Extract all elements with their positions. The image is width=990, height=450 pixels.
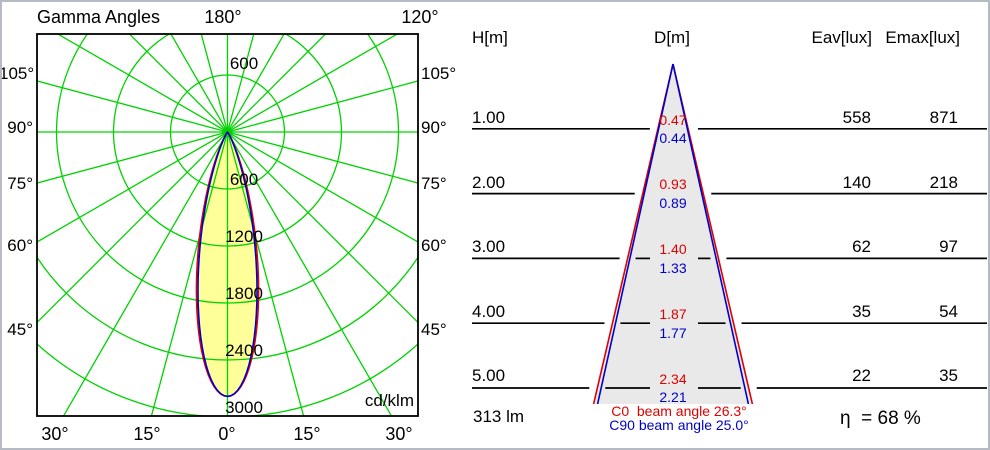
cone-edge-left-c90 — [596, 63, 674, 405]
gamma-label-left-60: 60° — [7, 236, 33, 255]
row-5-height: 5.00 — [472, 366, 506, 385]
gamma-label-right-60: 60° — [421, 236, 447, 255]
col-header-d: D[m] — [654, 28, 690, 47]
gamma-label-left-75: 75° — [7, 174, 33, 193]
intensity-curve-c90 — [197, 131, 258, 398]
ring-label-1800: 1800 — [225, 284, 263, 303]
luminous-flux-value: 313 lm — [473, 407, 525, 426]
row-3-d-c0: 1.40 — [659, 241, 687, 257]
gamma-label-120: 120° — [401, 7, 439, 27]
row-2-d-c90: 0.89 — [659, 195, 687, 211]
gamma-label-bottom-0: 0° — [218, 424, 236, 444]
col-header-h: H[m] — [472, 28, 508, 47]
ring-label-3000: 3000 — [225, 398, 263, 417]
row-4-d-c90: 1.77 — [659, 325, 687, 341]
gamma-label-bottom-15l: 15° — [133, 424, 161, 444]
ring-label-2400: 2400 — [225, 341, 263, 360]
gamma-label-left-90: 90° — [7, 118, 33, 137]
row-4-height: 4.00 — [472, 302, 506, 321]
row-5-eav: 22 — [852, 366, 871, 385]
row-2-d-c0: 0.93 — [659, 176, 687, 192]
c90-beam-angle-label: C90 beam angle 25.0° — [609, 417, 749, 433]
row-4-eav: 35 — [852, 302, 871, 321]
row-2-height: 2.00 — [472, 173, 506, 192]
unit-label-cd-klm: cd/klm — [364, 391, 414, 410]
gamma-label-left-45: 45° — [7, 320, 33, 339]
row-1-d-c90: 0.44 — [659, 130, 687, 146]
gamma-label-right-105: 105° — [421, 64, 457, 83]
row-3-d-c90: 1.33 — [659, 260, 687, 276]
ring-label-600-top: 600 — [229, 54, 259, 73]
polar-plot-area — [37, 34, 418, 416]
gamma-label-right-90: 90° — [421, 118, 447, 137]
ring-label-600: 600 — [229, 170, 259, 189]
ring-label-1200: 1200 — [225, 227, 263, 246]
row-5-d-c90: 2.21 — [659, 389, 687, 405]
row-5-emax: 35 — [939, 366, 958, 385]
row-1-height: 1.00 — [472, 108, 506, 127]
gamma-label-bottom-30r: 30° — [385, 424, 413, 444]
row-3-eav: 62 — [852, 237, 871, 256]
row-4-d-c0: 1.87 — [659, 306, 687, 322]
row-2-emax: 218 — [929, 173, 958, 192]
row-4-emax: 54 — [939, 302, 958, 321]
efficiency-eta-value: η = 68 % — [840, 408, 921, 429]
row-3-height: 3.00 — [472, 237, 506, 256]
gamma-label-180: 180° — [204, 7, 242, 27]
col-header-eav: Eav[lux] — [811, 28, 872, 47]
beam-cone-fill — [593, 64, 753, 404]
row-5-d-c0: 2.34 — [659, 371, 687, 387]
row-1-d-c0: 0.47 — [659, 112, 687, 128]
polar-frame — [36, 33, 419, 417]
row-2-eav: 140 — [842, 173, 871, 192]
gamma-label-bottom-30l: 30° — [41, 424, 69, 444]
gamma-label-right-75: 75° — [421, 174, 447, 193]
c0-beam-angle-label: C0 beam angle 26.3° — [611, 403, 747, 419]
gamma-label-bottom-15r: 15° — [293, 424, 321, 444]
gamma-label-left-105: 105° — [0, 64, 35, 83]
polar-title: Gamma Angles — [37, 7, 161, 27]
polar-ray — [56, 34, 418, 243]
row-1-emax: 871 — [929, 108, 958, 127]
gamma-label-right-45: 45° — [421, 320, 447, 339]
row-1-eav: 558 — [842, 108, 871, 127]
col-header-emax: Emax[lux] — [885, 28, 960, 47]
row-3-emax: 97 — [939, 237, 958, 256]
cone-edge-right-c90 — [672, 63, 750, 405]
